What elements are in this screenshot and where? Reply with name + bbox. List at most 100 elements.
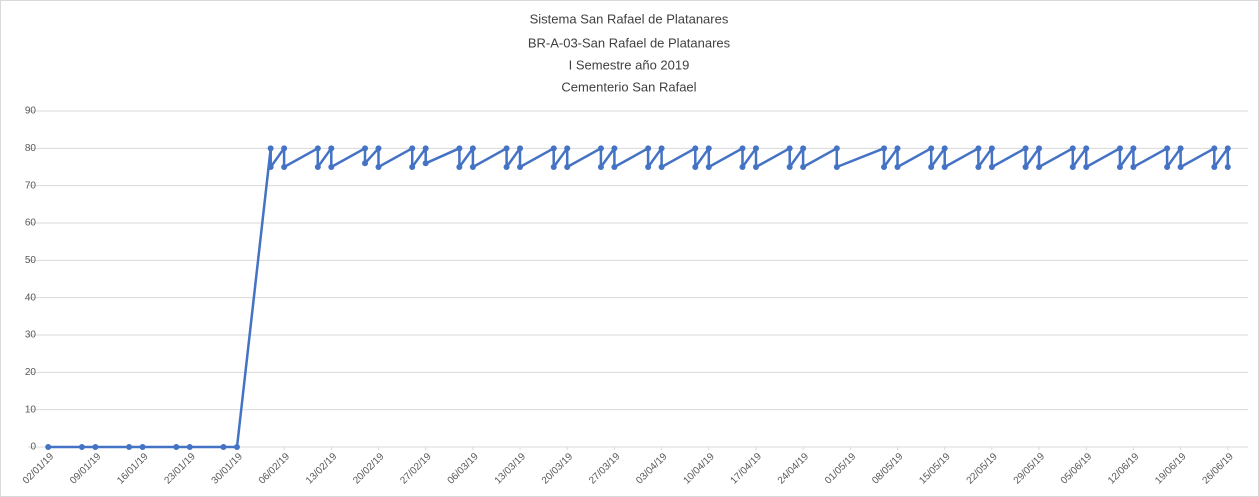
data-point	[375, 145, 382, 152]
data-point	[975, 145, 982, 152]
data-point	[1224, 164, 1231, 170]
data-point	[611, 164, 618, 170]
data-point	[786, 145, 793, 152]
data-point	[328, 164, 335, 170]
data-point	[375, 164, 382, 170]
data-point	[928, 145, 935, 152]
data-point	[692, 145, 699, 152]
chart-title: Cementerio San Rafael	[561, 79, 696, 94]
data-point	[941, 164, 948, 170]
data-point	[1211, 164, 1218, 170]
data-point	[550, 145, 557, 152]
y-tick-label: 20	[25, 367, 37, 378]
data-point	[422, 145, 429, 152]
y-tick-label: 70	[25, 180, 37, 191]
data-point	[1177, 164, 1184, 170]
data-point	[1036, 145, 1043, 152]
data-point	[1211, 145, 1218, 152]
data-point	[894, 164, 901, 170]
data-point	[1069, 164, 1076, 170]
data-point	[1224, 145, 1231, 152]
data-point	[456, 145, 463, 152]
data-point	[786, 164, 793, 170]
data-point	[800, 145, 807, 152]
data-point	[409, 145, 416, 152]
data-point	[314, 164, 321, 170]
data-point	[45, 444, 52, 450]
data-point	[1116, 145, 1123, 152]
data-point	[456, 164, 463, 170]
data-point	[139, 444, 146, 450]
data-point	[658, 145, 665, 152]
data-point	[281, 164, 288, 170]
data-point	[881, 164, 888, 170]
data-point	[1083, 145, 1090, 152]
data-point	[705, 164, 712, 170]
data-point	[126, 444, 133, 450]
data-point	[645, 145, 652, 152]
data-point	[1036, 164, 1043, 170]
data-point	[220, 444, 227, 450]
data-point	[78, 444, 85, 450]
data-point	[564, 164, 571, 170]
data-point	[658, 164, 665, 170]
y-tick-label: 40	[25, 292, 37, 303]
data-point	[1022, 164, 1029, 170]
data-point	[975, 164, 982, 170]
data-point	[941, 145, 948, 152]
data-point	[173, 444, 180, 450]
y-tick-label: 90	[25, 106, 37, 117]
y-tick-label: 60	[25, 218, 37, 229]
data-point	[881, 145, 888, 152]
data-point	[597, 164, 604, 170]
data-point	[1130, 145, 1137, 152]
data-point	[988, 145, 995, 152]
data-point	[267, 164, 274, 170]
y-tick-label: 50	[25, 255, 37, 266]
data-point	[739, 145, 746, 152]
data-point	[705, 145, 712, 152]
data-point	[597, 145, 604, 152]
data-point	[645, 164, 652, 170]
data-point	[1083, 164, 1090, 170]
data-point	[1116, 164, 1123, 170]
data-point	[1069, 145, 1076, 152]
data-point	[314, 145, 321, 152]
data-point	[752, 145, 759, 152]
data-point	[739, 164, 746, 170]
data-point	[833, 164, 840, 170]
data-point	[1130, 164, 1137, 170]
y-tick-label: 80	[25, 143, 37, 154]
data-point	[503, 145, 510, 152]
data-point	[1177, 145, 1184, 152]
data-point	[362, 160, 369, 167]
data-point	[800, 164, 807, 170]
data-point	[517, 145, 524, 152]
data-point	[1164, 164, 1171, 170]
data-point	[564, 145, 571, 152]
y-tick-label: 10	[25, 404, 37, 415]
data-point	[611, 145, 618, 152]
data-point	[894, 145, 901, 152]
data-point	[469, 145, 476, 152]
data-point	[517, 164, 524, 170]
data-point	[469, 164, 476, 170]
data-point	[833, 145, 840, 152]
data-point	[362, 145, 369, 152]
data-point	[550, 164, 557, 170]
chart-title: BR-A-03-San Rafael de Platanares	[528, 35, 731, 50]
chart-title: I Semestre año 2019	[569, 57, 690, 72]
data-point	[988, 164, 995, 170]
data-point	[409, 164, 416, 170]
chart-title: Sistema San Rafael de Platanares	[530, 11, 729, 26]
data-point	[92, 444, 99, 450]
data-point	[692, 164, 699, 170]
data-point	[233, 444, 240, 450]
data-point	[1164, 145, 1171, 152]
data-point	[281, 145, 288, 152]
data-point	[1022, 145, 1029, 152]
data-point	[928, 164, 935, 170]
data-point	[328, 145, 335, 152]
